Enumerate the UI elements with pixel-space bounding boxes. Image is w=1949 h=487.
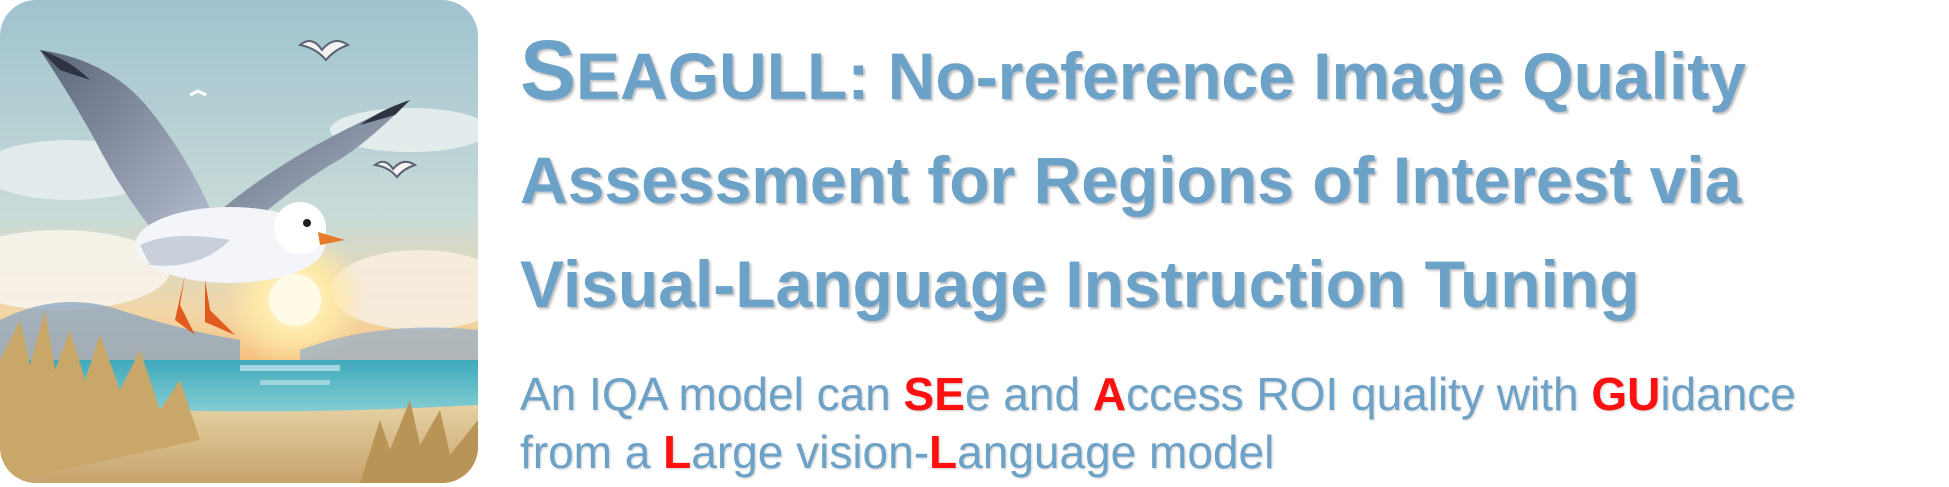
subtitle-text: ccess ROI quality with <box>1126 368 1592 420</box>
seagull-logo <box>0 0 478 483</box>
subtitle-text: from a <box>520 426 664 478</box>
subtitle-text: arge vision- <box>691 426 930 478</box>
paper-subtitle: An IQA model can SEe and Access ROI qual… <box>520 365 1940 481</box>
title-acronym-first: S <box>520 23 577 117</box>
title-line3: Visual-Language Instruction Tuning <box>520 247 1640 321</box>
subtitle-text: anguage model <box>957 426 1275 478</box>
paper-title: SEAGULL: No-reference Image Quality Asse… <box>520 18 1940 336</box>
subtitle-highlight: SE <box>903 368 965 420</box>
subtitle-highlight: L <box>929 426 958 478</box>
subtitle-text: e and <box>964 368 1093 420</box>
subtitle-text: idance <box>1660 368 1796 420</box>
subtitle-highlight: L <box>663 426 692 478</box>
title-line2: Assessment for Regions of Interest via <box>520 143 1742 217</box>
title-line1-rest: : No-reference Image Quality <box>847 39 1746 113</box>
subtitle-text: An IQA model can <box>520 368 904 420</box>
subtitle-highlight: A <box>1092 368 1127 420</box>
title-acronym-rest: EAGULL <box>576 39 848 113</box>
seagull-icon <box>0 0 478 483</box>
subtitle-highlight: GU <box>1591 368 1661 420</box>
